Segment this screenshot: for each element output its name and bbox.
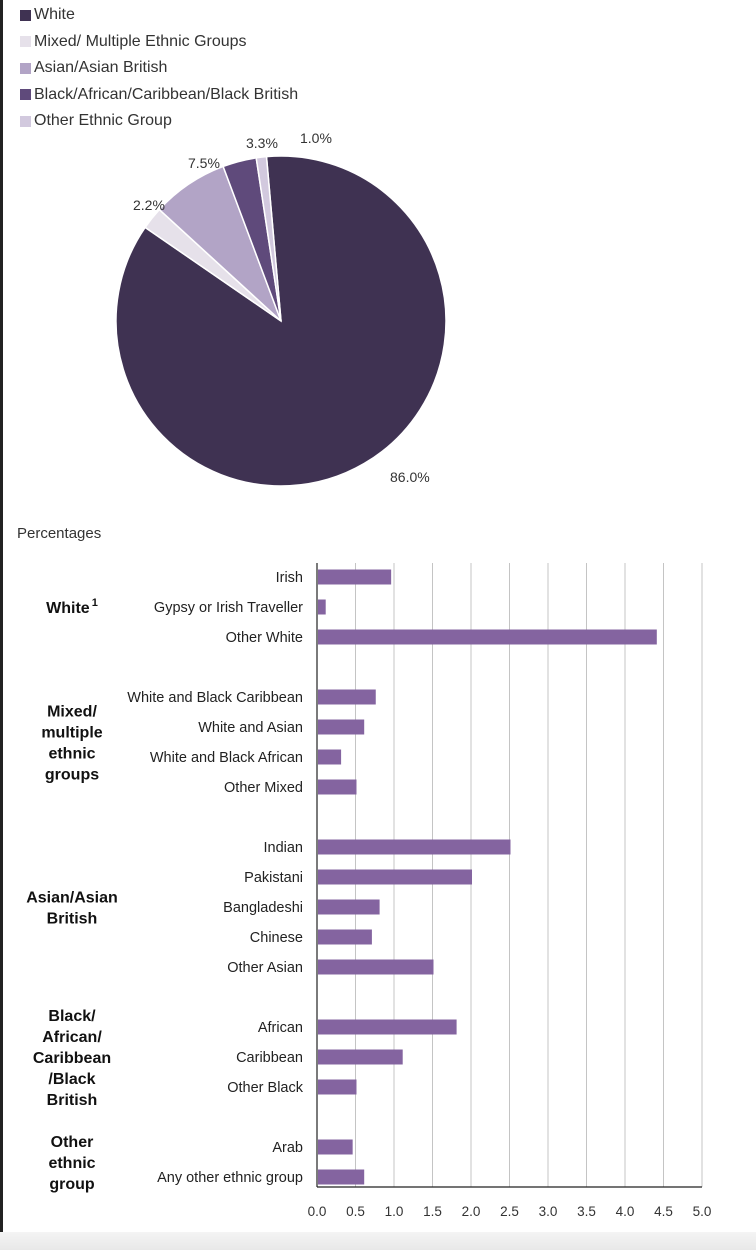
legend-swatch bbox=[20, 89, 31, 101]
group-label: multiple bbox=[41, 725, 102, 742]
bar bbox=[318, 779, 357, 795]
category-label: Other White bbox=[226, 630, 303, 646]
group-label: /Black bbox=[48, 1071, 95, 1088]
group-label: groups bbox=[45, 767, 99, 784]
group-label: Mixed/ bbox=[47, 704, 97, 721]
legend-label: Other Ethnic Group bbox=[34, 112, 172, 130]
x-tick-label: 4.5 bbox=[654, 1204, 673, 1219]
pie-slice-label: 3.3% bbox=[246, 135, 278, 151]
x-tick-label: 1.0 bbox=[385, 1204, 404, 1219]
category-label: White and Black Caribbean bbox=[127, 690, 303, 706]
x-tick-label: 0.0 bbox=[308, 1204, 327, 1219]
legend-label: Mixed/ Multiple Ethnic Groups bbox=[34, 32, 247, 50]
category-label: Irish bbox=[276, 570, 303, 586]
bar bbox=[318, 1139, 353, 1155]
bar bbox=[318, 689, 376, 705]
left-border bbox=[0, 0, 3, 1250]
legend-item: Other Ethnic Group bbox=[20, 108, 298, 135]
pie-chart: 86.0% 2.2% 7.5% 3.3% 1.0% bbox=[115, 130, 447, 487]
bar bbox=[318, 569, 392, 585]
group-label: Black/ bbox=[48, 1008, 96, 1025]
legend-item: White bbox=[20, 2, 298, 29]
bar bbox=[318, 959, 434, 975]
legend-label: White bbox=[34, 6, 75, 24]
category-label: Bangladeshi bbox=[223, 900, 303, 916]
legend-item: Black/African/Caribbean/Black British bbox=[20, 82, 298, 109]
x-tick-label: 2.5 bbox=[500, 1204, 519, 1219]
pie-slice-label: 86.0% bbox=[390, 469, 430, 485]
group-label: White 1 bbox=[46, 597, 98, 617]
bar-chart-title: Percentages bbox=[17, 525, 102, 542]
bar bbox=[318, 719, 365, 735]
bar bbox=[318, 1019, 457, 1035]
legend-item: Mixed/ Multiple Ethnic Groups bbox=[20, 29, 298, 56]
group-label: Caribbean bbox=[33, 1050, 111, 1067]
legend-swatch bbox=[20, 62, 31, 74]
bar bbox=[318, 869, 472, 885]
category-label: White and Black African bbox=[150, 750, 303, 766]
group-label: British bbox=[47, 1092, 98, 1109]
x-tick-label: 4.0 bbox=[616, 1204, 635, 1219]
bar bbox=[318, 899, 380, 915]
pie-slice-label: 7.5% bbox=[188, 155, 220, 171]
x-tick-label: 3.5 bbox=[577, 1204, 596, 1219]
category-label: Caribbean bbox=[236, 1050, 303, 1066]
category-label: Other Mixed bbox=[224, 780, 303, 796]
pie-legend: White Mixed/ Multiple Ethnic Groups Asian/… bbox=[20, 2, 298, 135]
category-label: Arab bbox=[272, 1140, 303, 1156]
bar bbox=[318, 599, 326, 615]
group-label: ethnic bbox=[48, 746, 95, 763]
x-tick-label: 0.5 bbox=[346, 1204, 365, 1219]
x-tick-label: 1.5 bbox=[423, 1204, 442, 1219]
category-label: Chinese bbox=[250, 930, 303, 946]
category-label: Gypsy or Irish Traveller bbox=[154, 600, 303, 616]
bottom-band bbox=[0, 1232, 756, 1250]
pie-slice bbox=[255, 155, 282, 322]
category-label: Other Black bbox=[227, 1080, 303, 1096]
bar bbox=[318, 839, 511, 855]
category-label: Other Asian bbox=[227, 960, 303, 976]
bar bbox=[318, 749, 342, 765]
bar bbox=[318, 929, 372, 945]
pie-slice-label: 2.2% bbox=[133, 197, 165, 213]
legend-label: Black/African/Caribbean/Black British bbox=[34, 85, 299, 103]
pie-slice-label: 1.0% bbox=[300, 130, 332, 146]
category-label: African bbox=[258, 1020, 303, 1036]
group-label: Other bbox=[51, 1134, 94, 1151]
legend-swatch bbox=[20, 9, 31, 21]
legend-label: Asian/Asian British bbox=[34, 59, 168, 77]
legend-swatch bbox=[20, 115, 31, 127]
category-label: Pakistani bbox=[244, 870, 303, 886]
group-label-superscript: 1 bbox=[92, 597, 98, 609]
legend-item: Asian/Asian British bbox=[20, 55, 298, 82]
group-label: group bbox=[49, 1176, 95, 1193]
group-label: Asian/Asian bbox=[26, 890, 118, 907]
x-tick-label: 3.0 bbox=[539, 1204, 558, 1219]
x-tick-label: 5.0 bbox=[693, 1204, 712, 1219]
legend-swatch bbox=[20, 36, 31, 48]
group-label: African/ bbox=[42, 1029, 102, 1046]
category-label: Indian bbox=[263, 840, 303, 856]
category-label: Any other ethnic group bbox=[157, 1170, 303, 1186]
bar bbox=[318, 1079, 357, 1095]
category-label: White and Asian bbox=[198, 720, 303, 736]
group-label: ethnic bbox=[48, 1155, 95, 1172]
bar-chart: 0.0 0.5 1.0 1.5 2.0 2.5 3.0 3.5 4.0 4.5 5.0 Irish Gy… bbox=[26, 563, 712, 1219]
bar bbox=[318, 629, 657, 645]
bar bbox=[318, 1049, 403, 1065]
bar bbox=[318, 1169, 365, 1185]
group-label: British bbox=[47, 911, 98, 928]
x-tick-label: 2.0 bbox=[462, 1204, 481, 1219]
